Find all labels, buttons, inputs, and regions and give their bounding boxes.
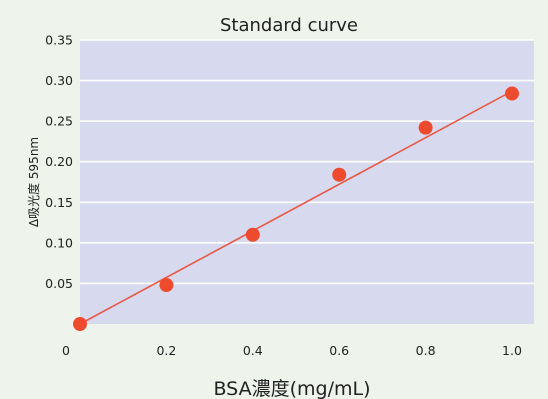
y-tick-label: 0.15	[45, 195, 73, 210]
x-tick-label: 0.4	[243, 343, 263, 358]
x-tick-label: 0.6	[329, 343, 349, 358]
data-point	[418, 120, 433, 135]
data-point	[332, 167, 347, 182]
fit-line	[79, 90, 513, 325]
y-tick-label: 0.05	[45, 276, 73, 291]
x-tick-label: 0.2	[156, 343, 176, 358]
y-tick-label: 0.10	[45, 235, 73, 250]
data-point	[245, 227, 260, 242]
y-tick-label: 0.35	[45, 33, 73, 48]
data-point	[505, 86, 519, 101]
plot-background	[80, 40, 534, 324]
y-axis-label: Δ吸光度 595nm	[26, 137, 41, 227]
y-tick-label: 0.30	[45, 73, 73, 88]
x-tick-label: 0	[62, 343, 70, 358]
y-tick-label: 0.20	[45, 154, 73, 169]
x-tick-label: 0.8	[416, 343, 436, 358]
x-tick-label: 1.0	[502, 343, 522, 358]
x-axis-label: BSA濃度(mg/mL)	[213, 378, 370, 399]
data-point	[73, 317, 87, 331]
y-tick-label: 0.25	[45, 114, 73, 129]
chart-title: Standard curve	[220, 15, 358, 36]
plot-area	[73, 39, 534, 331]
data-point	[159, 278, 174, 293]
